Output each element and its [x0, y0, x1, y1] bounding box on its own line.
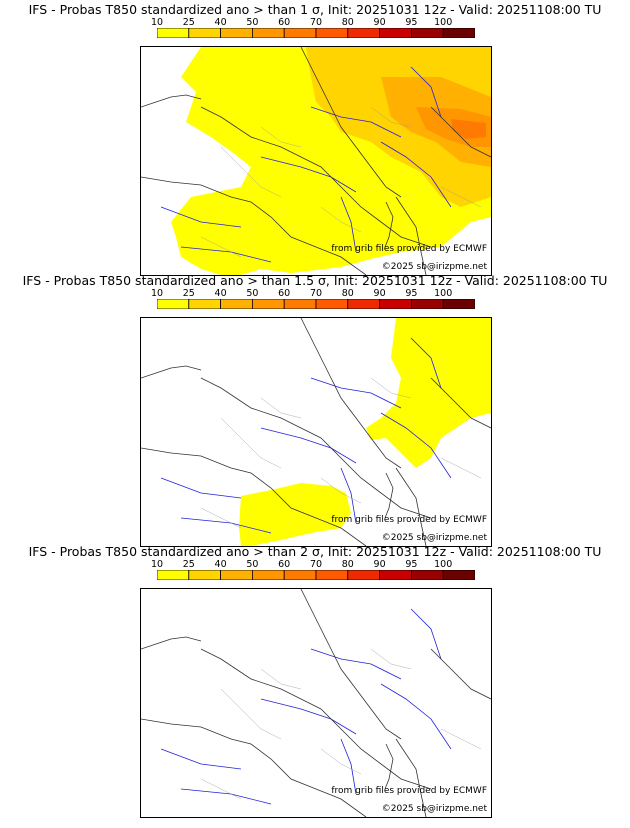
colorbar-tick-label: 80 — [341, 559, 354, 570]
colorbar-tick-label: 90 — [373, 559, 386, 570]
colorbar — [157, 570, 475, 580]
colorbar-segment — [220, 28, 253, 38]
colorbar-segment — [188, 299, 221, 309]
colorbar-segment — [347, 299, 381, 309]
colorbar-tick-label: 80 — [341, 17, 354, 28]
colorbar-tick-label: 10 — [150, 559, 164, 570]
colorbar-segment — [410, 299, 444, 309]
colorbar-tick-label: 60 — [278, 17, 291, 28]
credit-grib: from grib files provided by ECMWF — [331, 515, 487, 525]
panel-sigma-1-5: IFS - Probas T850 standardized ano > tha… — [0, 271, 630, 547]
colorbar — [157, 299, 475, 309]
colorbar-tick-label: 90 — [373, 288, 386, 299]
colorbar-segment — [188, 570, 221, 580]
colorbar-tick-label: 100 — [434, 559, 453, 570]
rivers — [160, 66, 452, 263]
colorbar-segment — [283, 299, 317, 309]
admin-boundaries — [200, 377, 482, 529]
colorbar-tick-label: 50 — [246, 17, 259, 28]
colorbar-segment — [157, 299, 190, 309]
colorbar-segment — [347, 28, 381, 38]
prob-area-10 — [366, 318, 491, 468]
probability-map — [141, 47, 491, 275]
colorbar-segment — [252, 570, 285, 580]
colorbar-segment — [410, 570, 444, 580]
prob-area-60 — [451, 119, 486, 139]
colorbar-tick-label: 70 — [309, 17, 323, 28]
colorbar-tick-label: 95 — [405, 559, 418, 570]
borders-coastlines — [141, 47, 491, 275]
prob-area-10 — [239, 483, 351, 546]
colorbar-tick-label: 70 — [309, 559, 323, 570]
colorbar-tick-label: 90 — [373, 17, 386, 28]
map-frame: from grib files provided by ECMWF ©2025 … — [140, 46, 492, 276]
colorbar-segment — [157, 28, 190, 38]
colorbar-segment — [315, 299, 349, 309]
credit-copyright: ©2025 sb@irizpme.net — [381, 262, 487, 272]
credit-grib: from grib files provided by ECMWF — [331, 786, 487, 796]
colorbar-tick-label: 25 — [182, 559, 195, 570]
rivers — [160, 337, 452, 534]
probability-map — [141, 589, 491, 817]
colorbar-segment — [252, 299, 285, 309]
colorbar-segment — [379, 28, 412, 38]
colorbar-tick-label: 25 — [182, 17, 195, 28]
colorbar-segment — [283, 570, 317, 580]
colorbar-tick-label: 25 — [182, 288, 195, 299]
probability-field — [239, 318, 491, 546]
borders-coastlines — [141, 589, 491, 817]
rivers — [160, 608, 452, 805]
colorbar-tick-label: 80 — [341, 288, 354, 299]
panel-title: IFS - Probas T850 standardized ano > tha… — [22, 273, 608, 288]
colorbar — [157, 28, 475, 38]
credit-grib: from grib files provided by ECMWF — [331, 244, 487, 254]
probability-map — [141, 318, 491, 546]
colorbar-tick-label: 40 — [214, 288, 227, 299]
colorbar-segment — [220, 570, 253, 580]
colorbar-segment — [347, 570, 381, 580]
admin-boundaries — [200, 648, 482, 800]
borders-coastlines — [141, 318, 491, 546]
colorbar-segment — [442, 299, 475, 309]
colorbar-labels: 10 25 40 50 60 70 80 90 95 100 — [151, 559, 475, 570]
colorbar-tick-label: 95 — [405, 288, 418, 299]
colorbar-tick-label: 10 — [150, 288, 164, 299]
colorbar-segment — [315, 570, 349, 580]
map-frame: from grib files provided by ECMWF ©2025 … — [140, 317, 492, 547]
colorbar-tick-label: 100 — [434, 288, 453, 299]
credit-copyright: ©2025 sb@irizpme.net — [381, 804, 487, 814]
colorbar-segment — [442, 570, 475, 580]
colorbar-tick-label: 10 — [150, 17, 164, 28]
colorbar-tick-label: 60 — [278, 288, 291, 299]
colorbar-segment — [283, 28, 317, 38]
panel-sigma-1: IFS - Probas T850 standardized ano > tha… — [0, 0, 630, 276]
colorbar-tick-label: 50 — [246, 288, 259, 299]
colorbar-segment — [315, 28, 349, 38]
panel-sigma-2: IFS - Probas T850 standardized ano > tha… — [0, 542, 630, 818]
colorbar-segment — [379, 570, 412, 580]
colorbar-tick-label: 70 — [309, 288, 323, 299]
panel-title: IFS - Probas T850 standardized ano > tha… — [28, 2, 602, 17]
colorbar-segment — [252, 28, 285, 38]
colorbar-tick-label: 60 — [278, 559, 291, 570]
colorbar-tick-label: 95 — [405, 17, 418, 28]
colorbar-labels: 10 25 40 50 60 70 80 90 95 100 — [151, 288, 475, 299]
colorbar-tick-label: 40 — [214, 559, 227, 570]
colorbar-segment — [442, 28, 475, 38]
colorbar-tick-label: 40 — [214, 17, 227, 28]
colorbar-tick-label: 50 — [246, 559, 259, 570]
credit-copyright: ©2025 sb@irizpme.net — [381, 533, 487, 543]
colorbar-segment — [157, 570, 190, 580]
colorbar-tick-label: 100 — [434, 17, 453, 28]
panel-title: IFS - Probas T850 standardized ano > tha… — [28, 544, 602, 559]
admin-boundaries — [200, 106, 482, 258]
map-frame: from grib files provided by ECMWF ©2025 … — [140, 588, 492, 818]
probability-field — [171, 47, 491, 275]
colorbar-segment — [410, 28, 444, 38]
colorbar-segment — [188, 28, 221, 38]
colorbar-segment — [220, 299, 253, 309]
colorbar-segment — [379, 299, 412, 309]
colorbar-labels: 10 25 40 50 60 70 80 90 95 100 — [151, 17, 475, 28]
